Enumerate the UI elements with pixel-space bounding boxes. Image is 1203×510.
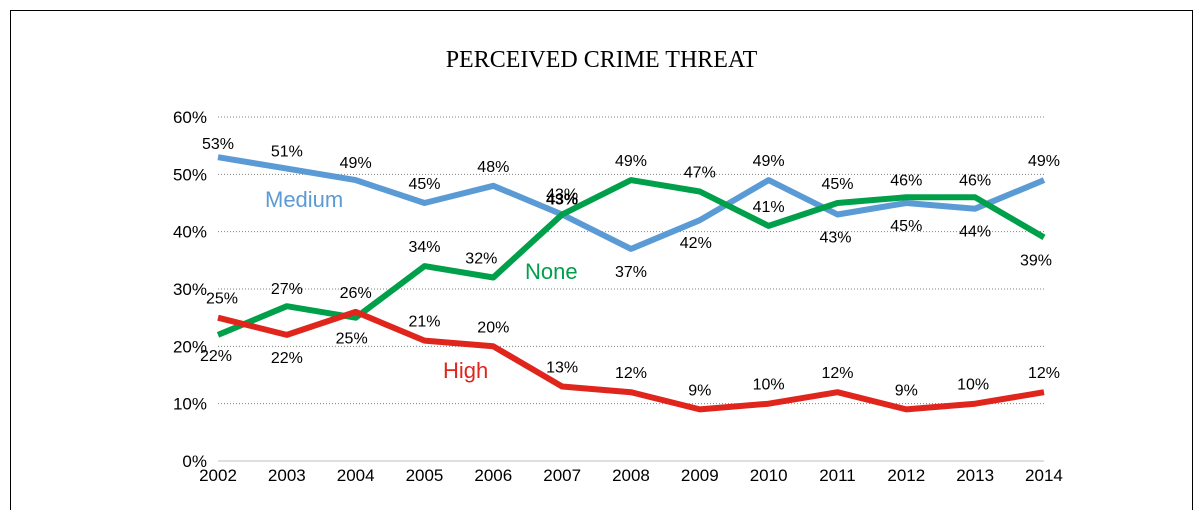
data-label: 34%	[408, 239, 440, 256]
x-tick-label: 2011	[819, 466, 856, 485]
x-tick-label: 2012	[887, 466, 925, 485]
x-tick-label: 2009	[681, 466, 719, 485]
data-label: 32%	[465, 251, 497, 268]
data-label: 10%	[957, 377, 989, 394]
data-label: 27%	[271, 281, 303, 298]
series-line-high	[217, 308, 1045, 413]
x-tick-label: 2013	[956, 466, 994, 485]
x-tick-label: 2008	[612, 466, 650, 485]
data-label: 43%	[819, 229, 851, 246]
data-labels: 53% 51% 49% 45% 48% 43% 37% 42% 49% 43% 45% 44% 49% 2…	[200, 136, 1060, 399]
series-name-medium: Medium	[265, 187, 343, 212]
data-label: 10%	[753, 377, 785, 394]
data-label: 26%	[340, 285, 372, 302]
data-label: 53%	[202, 136, 234, 153]
data-label: 48%	[477, 159, 509, 176]
gridlines	[218, 116, 1044, 462]
x-tick-label: 2004	[337, 466, 375, 485]
data-label: 21%	[408, 314, 440, 331]
y-tick-label: 30%	[173, 280, 207, 299]
data-label: 12%	[821, 365, 853, 382]
data-label: 46%	[890, 172, 922, 189]
x-tick-label: 2007	[543, 466, 581, 485]
data-label: 43%	[546, 186, 578, 203]
data-label: 12%	[1028, 365, 1060, 382]
y-tick-label: 10%	[173, 395, 207, 414]
data-label: 25%	[336, 331, 368, 348]
data-label: 37%	[615, 264, 647, 281]
series-line-medium	[217, 154, 1046, 252]
x-tick-label: 2002	[199, 466, 237, 485]
y-tick-label: 50%	[173, 165, 207, 184]
data-label: 25%	[206, 291, 238, 308]
data-label: 9%	[895, 382, 918, 399]
data-label: 49%	[1028, 153, 1060, 170]
x-tick-label: 2014	[1025, 466, 1063, 485]
data-label: 42%	[680, 235, 712, 252]
x-tick-label: 2005	[406, 466, 444, 485]
series-lines	[216, 154, 1046, 413]
data-label: 9%	[688, 382, 711, 399]
data-label: 45%	[890, 218, 922, 235]
data-label: 51%	[271, 144, 303, 161]
data-label: 22%	[271, 350, 303, 367]
data-label: 49%	[340, 155, 372, 172]
y-tick-label: 40%	[173, 223, 207, 242]
y-axis-ticks: 0% 10% 20% 30% 40% 50% 60%	[173, 108, 207, 471]
data-label: 45%	[821, 176, 853, 193]
x-tick-label: 2006	[474, 466, 512, 485]
data-label: 47%	[684, 165, 716, 182]
x-tick-label: 2010	[750, 466, 788, 485]
data-label: 41%	[753, 199, 785, 216]
data-label: 22%	[200, 348, 232, 365]
data-label: 39%	[1020, 252, 1052, 269]
data-label: 13%	[546, 359, 578, 376]
series-name-high: High	[443, 358, 488, 383]
series-name-none: None	[525, 259, 578, 284]
series-line-none	[216, 177, 1046, 338]
data-label: 44%	[959, 224, 991, 241]
data-label: 43%	[546, 191, 578, 208]
y-tick-label: 0%	[182, 452, 207, 471]
series-names: Medium None High	[265, 187, 578, 383]
data-label: 45%	[408, 176, 440, 193]
x-tick-label: 2003	[268, 466, 306, 485]
data-label: 12%	[615, 365, 647, 382]
data-label: 49%	[753, 153, 785, 170]
data-label: 49%	[615, 153, 647, 170]
data-label: 46%	[959, 172, 991, 189]
chart-frame	[10, 10, 1193, 510]
x-axis-ticks: 2002 2003 2004 2005 2006 2007 2008 2009 2010 2011…	[199, 466, 1063, 485]
chart-title: PERCEIVED CRIME THREAT	[445, 47, 758, 73]
y-tick-label: 20%	[173, 337, 207, 356]
y-tick-label: 60%	[173, 108, 207, 127]
data-label: 20%	[477, 319, 509, 336]
